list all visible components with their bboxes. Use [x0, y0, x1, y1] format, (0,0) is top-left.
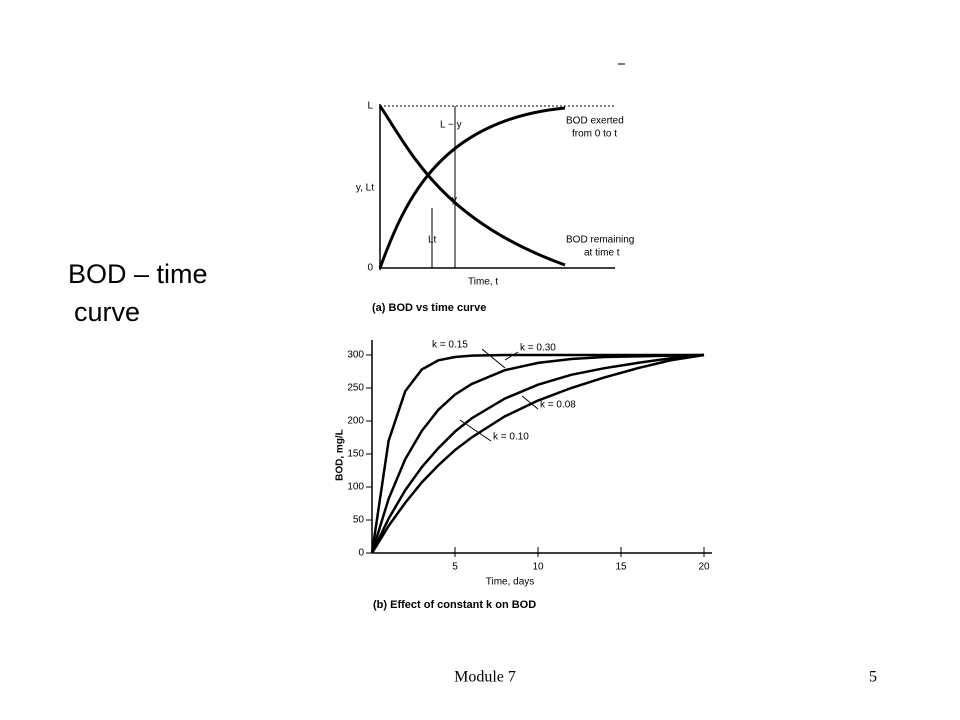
annotation: Lt	[428, 235, 437, 246]
y-tick-label: 100	[347, 482, 364, 493]
caption: (b) Effect of constant k on BOD	[373, 599, 536, 611]
x-tick-label: 15	[615, 562, 627, 573]
y-axis-label: y, Lt	[356, 183, 374, 194]
label-arrow	[459, 419, 492, 442]
line-series	[370, 353, 704, 554]
line-series	[370, 353, 705, 554]
annotation: at time t	[584, 248, 620, 259]
y-tick-label: 200	[347, 416, 364, 427]
label-arrow	[504, 351, 519, 361]
annotation: 0	[367, 263, 373, 274]
series-label: k = 0.15	[432, 340, 468, 351]
x-tick-label: 5	[452, 562, 458, 573]
annotation: L	[367, 101, 373, 112]
line-series	[370, 353, 705, 554]
y-tick-label: 50	[353, 515, 365, 526]
y-tick-label: 0	[358, 548, 364, 559]
x-tick-label: 20	[698, 562, 710, 573]
annotation: BOD exerted	[566, 116, 624, 127]
x-tick-label: 10	[532, 562, 544, 573]
series-label: k = 0.08	[540, 400, 576, 411]
y-tick-label: 300	[347, 350, 364, 361]
page-number: 5	[869, 669, 877, 686]
annotation: from 0 to t	[572, 129, 617, 140]
x-axis-label: Time, days	[486, 577, 535, 588]
annotation: y	[452, 195, 457, 206]
annotation: BOD remaining	[566, 235, 634, 246]
slide-title: BOD – time	[68, 259, 208, 289]
line-series	[370, 353, 705, 554]
slide-title: curve	[74, 297, 140, 327]
label-arrow	[521, 395, 539, 410]
footer: Module 7	[454, 669, 516, 686]
y-tick-label: 150	[347, 449, 364, 460]
x-axis-label: Time, t	[468, 277, 498, 288]
annotation: L − y	[440, 120, 462, 131]
schematic	[378, 104, 615, 270]
y-tick-label: 250	[347, 383, 364, 394]
caption: (a) BOD vs time curve	[372, 302, 486, 314]
y-axis-label: BOD, mg/L	[335, 429, 346, 481]
series-label: k = 0.10	[493, 432, 529, 443]
series-label: k = 0.30	[520, 343, 556, 354]
label-arrow	[481, 348, 506, 369]
